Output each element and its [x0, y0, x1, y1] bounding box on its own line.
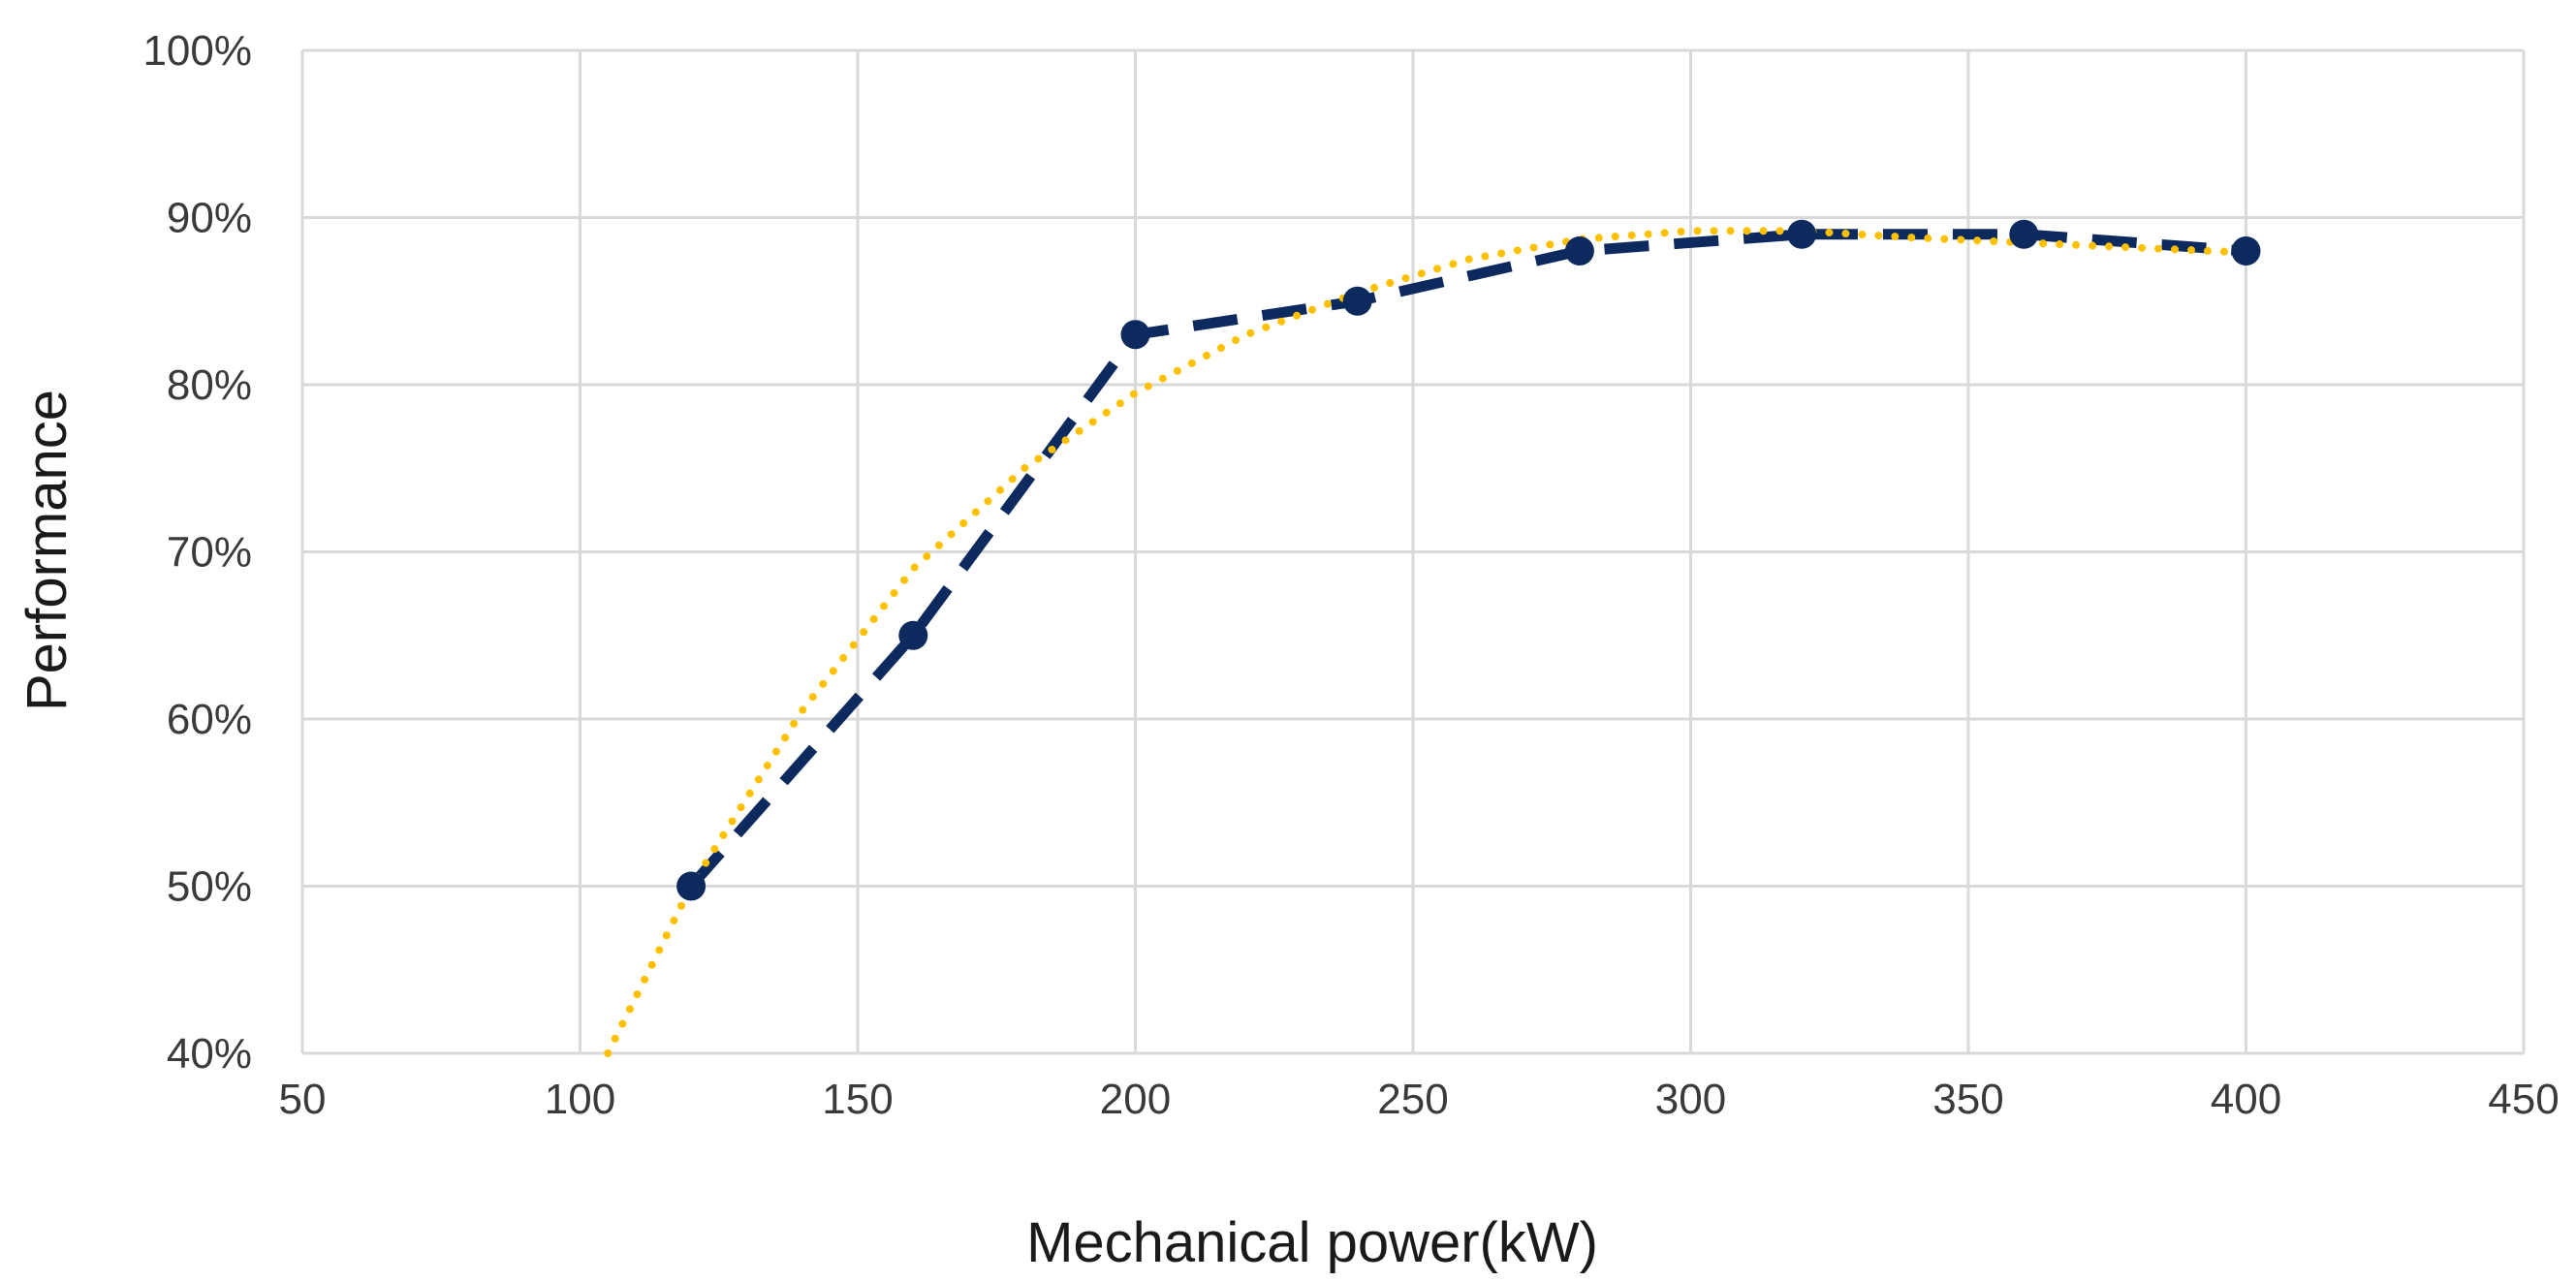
tick-labels: 50 100 150 200 250 300 350 400 450 40% 50% 60% 70% 80… — [142, 27, 2559, 1123]
x-tick-label: 100 — [545, 1076, 615, 1123]
y-axis-title: Performance — [16, 390, 79, 711]
data-point — [2009, 219, 2039, 249]
data-point — [1120, 320, 1150, 350]
x-tick-label: 200 — [1100, 1076, 1171, 1123]
x-tick-label: 450 — [2488, 1076, 2559, 1123]
y-tick-label: 40% — [167, 1030, 252, 1078]
x-tick-label: 350 — [1932, 1076, 2003, 1123]
y-tick-label: 80% — [167, 361, 252, 409]
data-point — [1564, 236, 1594, 266]
series-layer — [604, 219, 2261, 1057]
data-point — [676, 871, 707, 901]
data-point — [1787, 219, 1817, 249]
x-tick-label: 300 — [1655, 1076, 1726, 1123]
x-axis-title: Mechanical power(kW) — [1026, 1211, 1598, 1274]
x-tick-label: 400 — [2211, 1076, 2281, 1123]
trend-line — [604, 227, 2250, 1057]
data-point — [1342, 286, 1372, 316]
x-tick-label: 50 — [279, 1076, 327, 1123]
y-tick-label: 70% — [167, 529, 252, 577]
x-tick-label: 150 — [822, 1076, 893, 1123]
y-tick-label: 60% — [167, 696, 252, 743]
x-tick-label: 250 — [1377, 1076, 1448, 1123]
y-tick-label: 50% — [167, 863, 252, 911]
measured-line — [686, 229, 2246, 891]
y-tick-label: 100% — [142, 27, 252, 75]
grid-lines — [300, 48, 2526, 1055]
data-point — [898, 620, 928, 650]
y-tick-label: 90% — [167, 195, 252, 242]
data-point — [2231, 236, 2261, 266]
